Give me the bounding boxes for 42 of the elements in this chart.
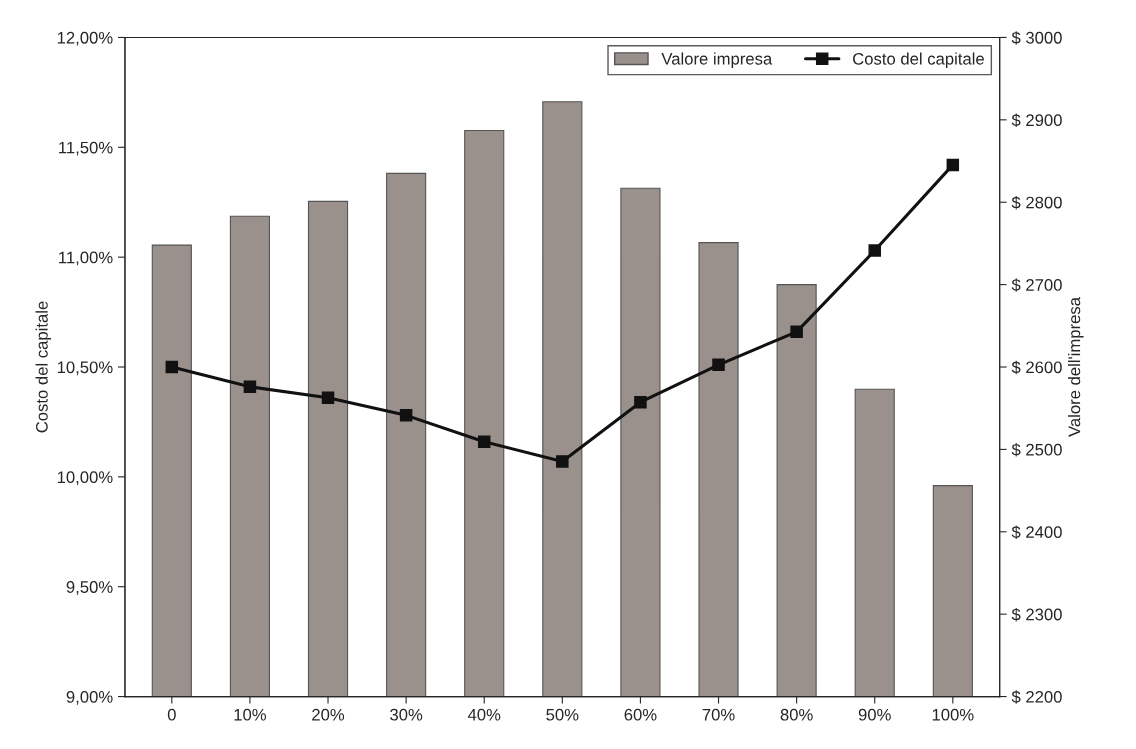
y2-tick-label: $ 2200 [1011, 690, 1062, 704]
x-tick-label: 90% [858, 708, 891, 721]
y-tick-label: 9,00% [66, 690, 113, 705]
y2-tick-label: $ 2900 [1011, 113, 1062, 128]
point [790, 325, 803, 339]
y2-tick-label: $ 2600 [1011, 360, 1062, 375]
point [243, 380, 257, 394]
x-tick-label: 40% [467, 708, 501, 721]
x-tick-label: 70% [702, 708, 735, 721]
legend-label: Costo del capitale [853, 52, 984, 68]
y-axis-title: Costo del capitale [35, 301, 52, 433]
x-tick-label: 80% [780, 708, 813, 721]
y-tick-label: 11,00% [59, 251, 113, 266]
y2-tick-label: $ 2400 [1011, 525, 1062, 539]
x-tick-label: 20% [312, 708, 345, 721]
y2-tick-label: $ 2800 [1011, 195, 1062, 210]
point [712, 358, 725, 372]
y-tick-label: 10,00% [57, 471, 113, 486]
x-tick-label: 50% [546, 708, 579, 721]
y-tick-label: 11,50% [59, 141, 113, 156]
point [477, 435, 491, 448]
y-tick-label: 10,50% [57, 361, 113, 376]
y2-tick-label: $ 2700 [1011, 278, 1062, 292]
point [868, 244, 881, 257]
point [165, 360, 179, 374]
x-tick-label: 0 [167, 708, 176, 721]
y-tick-label: 9,50% [66, 581, 113, 595]
x-tick-label: 30% [390, 708, 423, 721]
point [634, 395, 647, 409]
y-tick-label: 12,00% [57, 31, 113, 46]
y2-tick-label: $ 2300 [1011, 607, 1062, 622]
x-tick-label: 100% [932, 708, 974, 721]
point [946, 158, 960, 172]
point [321, 391, 335, 405]
point [556, 455, 569, 468]
y2-tick-label: $ 3000 [1011, 31, 1062, 45]
point [399, 409, 413, 422]
x-tick-label: 10% [234, 708, 267, 721]
legend-label: Valore impresa [661, 52, 773, 68]
x-tick-label: 60% [624, 708, 657, 721]
y2-axis-title: Valore dell'impresa [1068, 297, 1084, 437]
y2-tick-label: $ 2500 [1011, 443, 1062, 457]
